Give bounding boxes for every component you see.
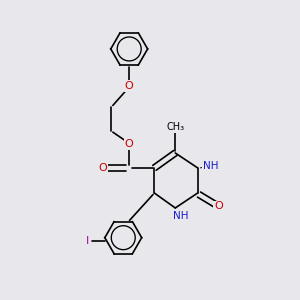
Text: NH: NH xyxy=(203,161,219,171)
Text: CH₃: CH₃ xyxy=(166,122,184,132)
Text: O: O xyxy=(214,202,223,212)
Text: NH: NH xyxy=(173,211,189,221)
Text: O: O xyxy=(98,163,107,173)
Text: O: O xyxy=(125,139,134,149)
Text: I: I xyxy=(85,236,89,246)
Text: O: O xyxy=(125,81,134,91)
